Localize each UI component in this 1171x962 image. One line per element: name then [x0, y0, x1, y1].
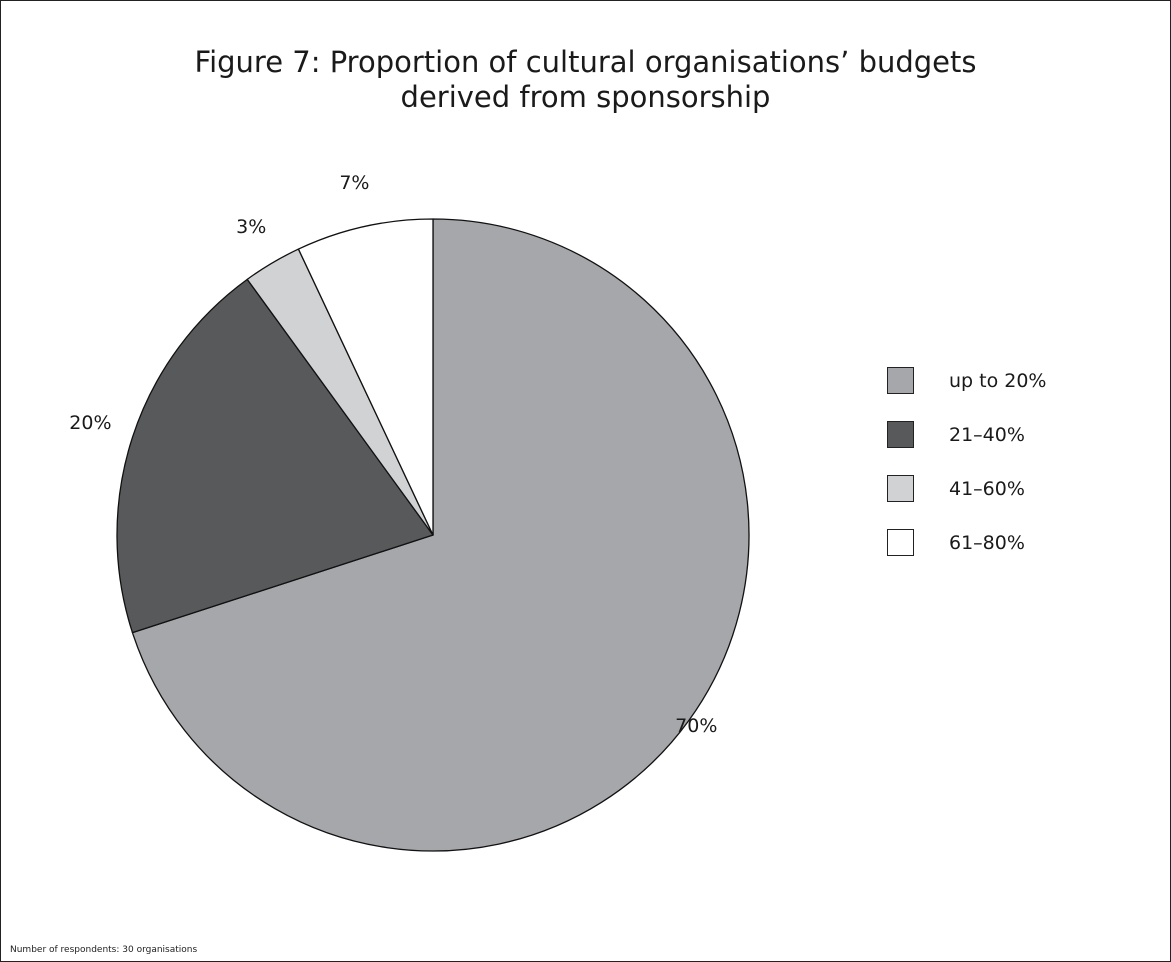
pie-slice-21-40 — [116, 278, 434, 634]
respondents-note: Number of respondents: 30 organisations — [10, 945, 198, 955]
legend-swatch-21-40 — [887, 421, 914, 448]
chart-title-line-1: Figure 7: Proportion of cultural organis… — [194, 45, 977, 79]
pie-slice-61-80 — [297, 218, 434, 536]
chart-title-line-2: derived from sponsorship — [400, 80, 771, 114]
pie-slice-up-to-20 — [131, 218, 750, 852]
pie-label-41-60: 3% — [236, 216, 266, 238]
legend-label-up-to-20: up to 20% — [949, 370, 1047, 392]
legend-swatch-up-to-20 — [887, 367, 914, 394]
legend-label-61-80: 61–80% — [949, 532, 1025, 554]
legend-label-41-60: 41–60% — [949, 478, 1025, 500]
legend-label-21-40: 21–40% — [949, 424, 1025, 446]
pie-label-21-40: 20% — [69, 412, 111, 434]
legend-swatch-41-60 — [887, 475, 914, 502]
pie-label-up-to-20: 70% — [675, 715, 717, 737]
legend-swatch-61-80 — [887, 529, 914, 556]
pie-label-61-80: 7% — [339, 172, 369, 194]
